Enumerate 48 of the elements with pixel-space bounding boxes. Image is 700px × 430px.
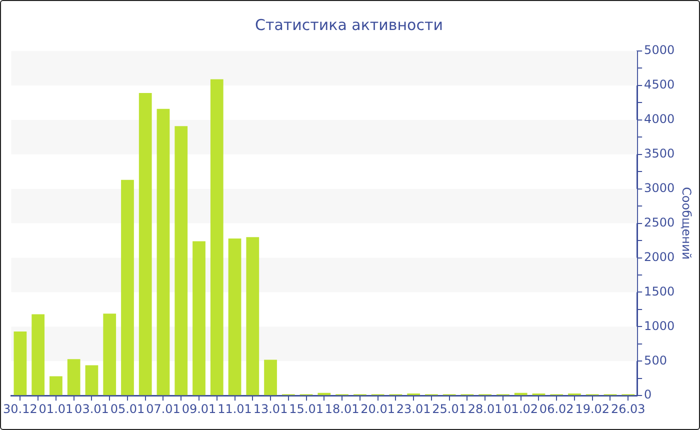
bar — [210, 79, 224, 396]
y-tick-label: 500 — [644, 353, 667, 368]
bar — [264, 360, 277, 396]
x-tick-label: 25.01 — [432, 402, 466, 416]
bar — [103, 314, 116, 396]
x-tick-label: 28.01 — [468, 402, 502, 416]
x-tick-label: 15.01 — [289, 402, 324, 416]
bar — [14, 332, 27, 396]
y-tick-label: 4000 — [644, 112, 675, 126]
y-tick-label: 0 — [644, 388, 652, 402]
x-tick-label: 05.01 — [110, 402, 145, 416]
bar — [67, 359, 80, 396]
bar — [318, 392, 331, 396]
x-tick-label: 30.12 — [3, 402, 38, 416]
bar — [85, 365, 98, 396]
x-tick-label: 06.02 — [539, 402, 574, 416]
y-tick-label: 4500 — [644, 78, 675, 92]
y-tick-label: 2500 — [644, 215, 675, 230]
x-tick-label: 20.01 — [360, 402, 395, 416]
y-tick-label: 1500 — [644, 284, 675, 298]
y-tick-label: 2000 — [644, 250, 675, 264]
bar — [156, 108, 170, 396]
x-tick-label: 23.01 — [396, 402, 431, 416]
bar — [50, 376, 62, 396]
y-tick-label: 5000 — [644, 43, 675, 58]
x-tick-label: 18.01 — [324, 402, 360, 416]
bar — [32, 314, 45, 396]
x-tick-label: 26.03 — [610, 402, 646, 416]
x-tick-label: 01.01 — [38, 402, 74, 416]
x-tick-label: 03.01 — [74, 402, 109, 416]
chart-title: Статистика активности — [255, 16, 443, 34]
x-tick-label: 19.02 — [575, 402, 610, 416]
y-tick-label: 3500 — [644, 146, 675, 161]
bar — [121, 180, 134, 396]
x-tick-label: 13.01 — [253, 402, 288, 416]
bar — [228, 238, 242, 396]
bar — [174, 126, 188, 396]
x-tick-label: 07.01 — [146, 402, 180, 416]
bar — [514, 392, 528, 396]
x-tick-label: 01.02 — [504, 402, 538, 416]
y-axis-title: Сообщений — [680, 187, 694, 260]
y-tick-label: 3000 — [644, 180, 675, 195]
y-tick-label: 1000 — [644, 318, 675, 333]
x-tick-label: 11.01 — [218, 402, 252, 416]
bar — [138, 93, 152, 396]
bar — [192, 241, 206, 396]
x-tick-label: 09.01 — [182, 402, 216, 416]
bar — [246, 237, 260, 396]
